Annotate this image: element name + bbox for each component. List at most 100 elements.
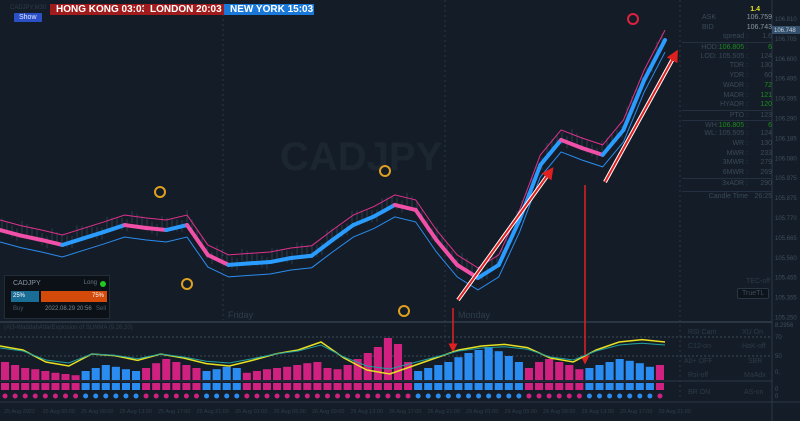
histogram-bar [323,368,332,380]
price-tick: 105.770 [775,216,797,222]
histogram-bar [81,371,90,380]
ma-segment [413,207,439,242]
indicator-toggle[interactable]: HaK-off [742,343,766,350]
histogram-bar [333,369,342,380]
trend-dot [536,393,542,399]
indicator-toggle[interactable]: Rsi-off [688,372,709,379]
histogram-bar [383,338,392,380]
show-button[interactable]: Show [14,13,42,22]
info-label: HOD: [701,44,719,52]
trend-bar [41,383,50,390]
highlight-circle [181,278,193,290]
trend-bar [202,383,211,390]
histogram-bar [524,368,534,380]
explosion-line [0,342,666,370]
indicator-toggle[interactable]: BR ON [688,389,711,396]
ma-segment [288,253,314,261]
widget-datetime: 2022.08.29 20:56 [45,306,92,312]
trend-dot [445,393,451,399]
time-tick: 25 Aug 09:00 [81,409,113,415]
trend-bar [373,383,382,390]
trend-bar [212,383,221,390]
trend-dot [566,393,572,399]
time-tick: 25 Aug 13:00 [120,409,152,415]
trend-dot [597,393,603,399]
top-value: 1.4 [750,6,760,13]
time-tick: 29 Aug 05:00 [505,409,537,415]
info-level: 106.805 [718,121,745,129]
info-label: 3xADR : [721,179,748,187]
price-tick: 106.395 [775,97,797,103]
info-value: 121 [760,91,772,99]
truetl-button[interactable]: TrueTL [737,288,770,299]
trend-bar [61,383,70,390]
indicator-toggle[interactable]: RSI Cam [688,329,717,336]
histogram-bar [91,368,100,380]
price-tick: 106.080 [775,156,797,162]
time-tick: 26 Aug 21:00 [428,409,460,415]
indicator-toggle[interactable]: SBR [748,358,763,365]
time-tick: 26 Aug 13:00 [351,409,383,415]
histogram-bar [111,366,120,380]
session-london: LONDON 20:03 [144,4,224,15]
day-label-friday: Friday [228,310,254,320]
ma-segment [60,236,86,247]
symbol-label: CADJPY,M30 [10,5,47,11]
histogram-bar [575,369,584,380]
price-tick: 106.290 [775,117,797,123]
info-label: WR : [732,139,748,147]
trend-bar [252,383,261,390]
trend-bar [232,383,241,390]
histogram-bar [202,371,211,380]
indicator-toggle[interactable]: XU On [742,329,764,336]
oscillator-tick: 50 [775,354,782,360]
trend-bar [121,383,130,390]
trend-bar [293,383,302,390]
info-row: PTO : 123 [682,109,772,120]
price-tick: 105.355 [775,296,797,302]
trend-bar [545,383,554,390]
trend-bar [535,383,544,390]
info-row: 6MWR : 269 [682,168,772,178]
trend-dot [506,393,512,399]
ask-label: ASK [702,14,717,21]
trend-dot [183,393,189,399]
trend-bar [605,383,614,390]
trend-dot [415,393,421,399]
histogram-bar [101,365,110,380]
info-label: 6MWR : [722,169,748,176]
indicator-toggle[interactable]: C12-on [688,343,711,350]
time-tick: 25 Aug 21:00 [197,409,229,415]
histogram-bar [51,372,60,380]
trend-dot [546,393,552,399]
trend-bar [11,383,20,390]
oscillator-tick: 0, [775,370,780,376]
histogram-bar [343,365,352,380]
trend-bar [595,383,604,390]
indicator-toggle[interactable]: MaAdx [744,372,766,379]
trend-bar [71,383,80,390]
trend-bar [575,383,584,390]
lower-band [0,51,666,291]
trend-bar [273,383,282,390]
trend-bar [323,383,332,390]
trend-bar [262,383,272,390]
bid-value: 106.743 [746,23,772,31]
ma-segment [0,228,23,238]
indicator-toggle[interactable]: AS-on [744,389,764,396]
trend-bar [313,383,322,390]
histogram-bar [61,374,70,380]
histogram-bar [494,351,503,380]
info-label: spread : [722,33,748,41]
trend-dot [476,393,482,399]
trend-bar [81,383,90,390]
time-tick: 29 Aug 09:00 [543,409,575,415]
info-label: PTO : [729,111,748,119]
trend-dot [234,393,240,399]
histogram-bar [484,347,493,380]
tec-toggle[interactable]: TEC-off [746,278,770,285]
sell-label: Sell [95,306,106,312]
indicator-toggle[interactable]: A0+ OFF [684,358,713,365]
current-price-marker [772,26,800,34]
